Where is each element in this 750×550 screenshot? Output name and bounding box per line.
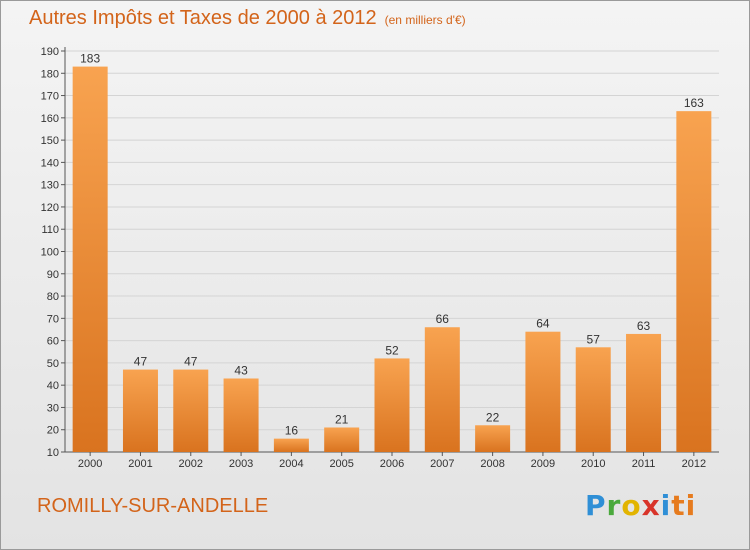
value-label-2002: 47	[184, 355, 198, 369]
bar-2008	[475, 425, 511, 452]
x-tick-label-2011: 2011	[632, 458, 656, 470]
y-tick-label: 150	[41, 135, 59, 147]
location-name: ROMILLY-SUR-ANDELLE	[37, 495, 269, 517]
y-tick-label: 160	[41, 113, 59, 125]
chart-title: Autres Impôts et Taxes de 2000 à 2012 (en…	[29, 7, 466, 30]
value-label-2011: 63	[637, 319, 651, 333]
bar-2005	[324, 427, 360, 452]
bar-2004	[273, 438, 309, 452]
proxiti-logo: Proxiti	[585, 489, 697, 522]
y-tick-label: 30	[47, 402, 59, 414]
y-tick-label: 10	[47, 447, 59, 459]
bar-2006	[374, 358, 410, 452]
bar-2010	[575, 347, 611, 452]
bar-2011	[626, 333, 662, 452]
y-tick-label: 110	[41, 224, 59, 236]
value-label-2012: 163	[684, 96, 704, 110]
y-tick-label: 190	[41, 46, 59, 58]
x-tick-label-2005: 2005	[329, 458, 353, 470]
x-tick-label-2007: 2007	[430, 458, 454, 470]
value-label-2003: 43	[234, 363, 248, 377]
value-label-2010: 57	[587, 332, 601, 346]
x-tick-label-2006: 2006	[380, 458, 404, 470]
x-tick-label-2001: 2001	[128, 458, 152, 470]
y-tick-label: 130	[41, 180, 59, 192]
x-tick-label-2008: 2008	[480, 458, 504, 470]
y-tick-label: 50	[47, 358, 59, 370]
labels: 183 47 47 43 16 21 52 66 22 64 57 63 163	[80, 52, 704, 438]
y-tick-label: 140	[41, 157, 59, 169]
y-tick-label: 180	[41, 68, 59, 80]
y-tick-label: 70	[47, 313, 59, 325]
value-label-2009: 64	[536, 317, 550, 331]
value-label-2007: 66	[436, 312, 450, 326]
y-tick-label: 100	[41, 247, 59, 259]
bars	[72, 66, 712, 453]
x-tick-label-2010: 2010	[581, 458, 605, 470]
y-tick-label: 90	[47, 269, 59, 281]
chart-subtitle: (en milliers d'€)	[384, 13, 466, 27]
value-label-2006: 52	[385, 343, 399, 357]
x-tick-label-2009: 2009	[531, 458, 555, 470]
y-tick-label: 40	[47, 380, 59, 392]
bar-2001	[122, 369, 158, 452]
x-tick-label-2012: 2012	[682, 458, 706, 470]
bar-2009	[525, 331, 561, 452]
value-label-2000: 183	[80, 52, 100, 66]
x-tick-label-2003: 2003	[229, 458, 253, 470]
value-label-2008: 22	[486, 410, 500, 424]
y-tick-label: 80	[47, 291, 59, 303]
bar-2007	[424, 327, 460, 452]
bar-2000	[72, 66, 108, 452]
y-tick-label: 60	[47, 336, 59, 348]
bar-2003	[223, 378, 259, 452]
y-tick-label: 170	[41, 91, 59, 103]
value-label-2005: 21	[335, 412, 349, 426]
y-tick-label: 120	[41, 202, 59, 214]
bar-2012	[676, 111, 712, 453]
x-tick-label-2000: 2000	[78, 458, 102, 470]
x-tick-label-2002: 2002	[179, 458, 203, 470]
x-tick-label-2004: 2004	[279, 458, 303, 470]
value-label-2001: 47	[134, 355, 148, 369]
y-tick-label: 20	[47, 425, 59, 437]
chart-title-text: Autres Impôts et Taxes de 2000 à 2012	[29, 7, 377, 29]
bar-2002	[173, 369, 209, 452]
value-label-2004: 16	[285, 424, 299, 438]
